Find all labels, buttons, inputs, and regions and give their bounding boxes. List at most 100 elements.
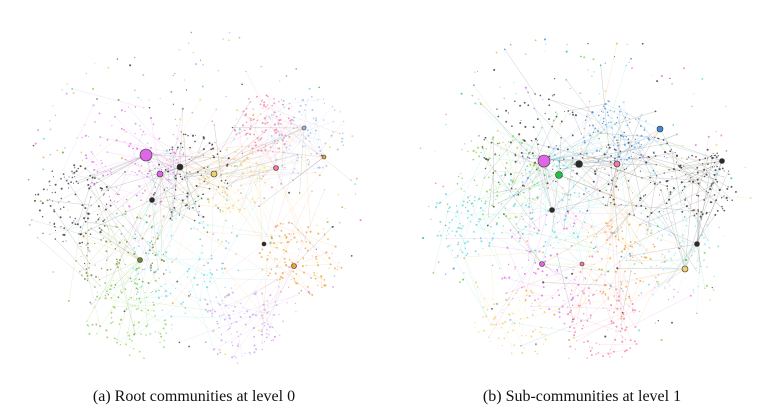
graph-node	[172, 74, 175, 77]
graph-node	[314, 119, 318, 122]
graph-node	[663, 151, 667, 154]
graph-node	[151, 240, 153, 242]
graph-node	[128, 205, 131, 208]
graph-node	[168, 149, 171, 151]
graph-node	[340, 140, 343, 143]
graph-node	[635, 326, 637, 328]
graph-node	[512, 135, 515, 138]
graph-node	[209, 272, 212, 274]
graph-node	[505, 162, 508, 165]
graph-node	[631, 245, 634, 248]
graph-node	[684, 241, 685, 243]
graph-node	[608, 225, 610, 227]
graph-node	[663, 260, 666, 263]
graph-node	[238, 36, 241, 39]
graph-node	[696, 171, 699, 174]
graph-node	[681, 189, 684, 192]
graph-node	[597, 130, 599, 132]
graph-node	[679, 164, 682, 167]
graph-node	[54, 183, 57, 186]
graph-node	[209, 157, 212, 160]
graph-node	[228, 32, 231, 34]
graph-node	[660, 338, 663, 342]
graph-node	[430, 218, 432, 220]
graph-node	[322, 119, 325, 121]
graph-node	[538, 250, 541, 253]
hub-node	[575, 160, 583, 168]
graph-node	[621, 135, 623, 137]
graph-node	[698, 158, 701, 161]
graph-node	[653, 182, 656, 185]
graph-node	[607, 298, 610, 300]
graph-node	[90, 196, 92, 198]
graph-node	[233, 124, 235, 126]
graph-node	[221, 210, 224, 213]
graph-node	[304, 247, 307, 250]
graph-node	[309, 230, 312, 233]
graph-node	[580, 147, 582, 150]
graph-node	[684, 173, 686, 176]
graph-node	[621, 356, 623, 358]
graph-node	[485, 316, 487, 318]
graph-node	[634, 146, 636, 148]
graph-node	[696, 260, 699, 262]
graph-node	[235, 320, 238, 323]
graph-node	[224, 353, 227, 356]
graph-node	[178, 48, 181, 51]
graph-node	[245, 107, 248, 110]
graph-node	[340, 266, 343, 269]
graph-node	[671, 83, 673, 85]
graph-node	[611, 127, 613, 129]
graph-node	[696, 219, 699, 223]
graph-node	[601, 292, 604, 295]
graph-node	[630, 145, 633, 147]
graph-node	[139, 125, 141, 127]
graph-node	[726, 199, 728, 201]
graph-node	[492, 136, 495, 139]
graph-node	[109, 204, 112, 207]
graph-node	[590, 225, 593, 228]
graph-node	[602, 111, 604, 113]
graph-node	[493, 232, 495, 235]
graph-node	[612, 321, 615, 325]
graph-node	[498, 181, 500, 184]
graph-node	[531, 234, 533, 236]
graph-node	[446, 211, 448, 213]
graph-node	[618, 105, 621, 108]
graph-node	[202, 148, 205, 151]
graph-node	[151, 262, 154, 265]
graph-node	[241, 154, 243, 156]
graph-node	[723, 209, 726, 212]
graph-node	[200, 166, 203, 169]
graph-node	[97, 205, 100, 208]
graph-node	[586, 357, 588, 359]
graph-node	[484, 136, 487, 139]
graph-node	[265, 116, 267, 119]
graph-node	[654, 171, 656, 173]
graph-node	[701, 218, 703, 220]
graph-node	[262, 171, 265, 174]
graph-node	[684, 199, 687, 201]
graph-node	[574, 114, 577, 117]
graph-node	[666, 142, 668, 145]
graph-node	[565, 276, 568, 279]
graph-node	[145, 252, 147, 254]
graph-node	[152, 252, 154, 255]
graph-node	[505, 277, 507, 279]
graph-node	[224, 341, 227, 343]
graph-node	[539, 94, 542, 97]
graph-node	[628, 305, 630, 307]
graph-node	[663, 156, 665, 158]
graph-node	[95, 164, 97, 166]
graph-node	[279, 290, 282, 293]
graph-node	[710, 154, 713, 157]
graph-node	[232, 162, 235, 164]
graph-node	[230, 333, 232, 335]
graph-node	[200, 197, 203, 199]
graph-node	[446, 246, 449, 248]
graph-node	[233, 165, 236, 168]
graph-node	[518, 325, 520, 327]
graph-node	[117, 98, 120, 101]
graph-node	[520, 151, 523, 154]
graph-node	[253, 174, 256, 176]
